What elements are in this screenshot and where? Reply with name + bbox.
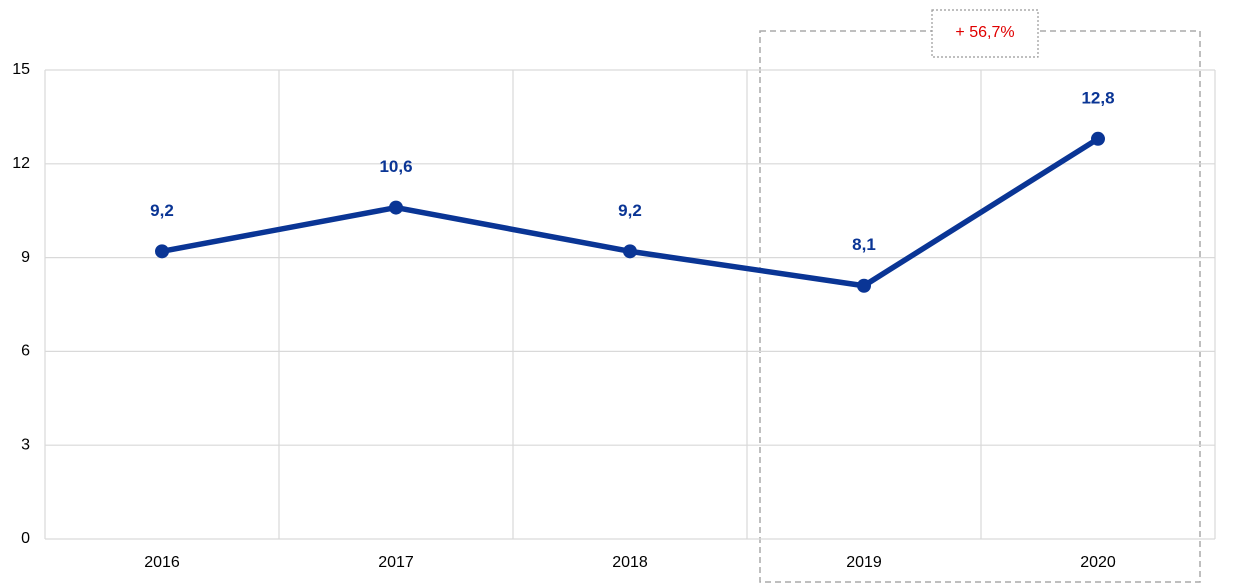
y-tick-label: 12 bbox=[12, 155, 30, 172]
value-label: 9,2 bbox=[150, 201, 174, 220]
point bbox=[857, 278, 871, 293]
point bbox=[389, 200, 403, 215]
value-label: 8,1 bbox=[852, 235, 876, 254]
annotation-box bbox=[931, 9, 1039, 58]
y-tick-label: 3 bbox=[21, 436, 30, 453]
x-tick-label: 2020 bbox=[1080, 554, 1116, 571]
x-tick-label: 2018 bbox=[612, 554, 648, 571]
value-label: 10,6 bbox=[379, 157, 412, 176]
y-tick-label: 0 bbox=[21, 530, 30, 547]
x-tick-label: 2019 bbox=[846, 554, 882, 571]
y-tick-label: 15 bbox=[12, 61, 30, 78]
x-tick-label: 2016 bbox=[144, 554, 180, 571]
value-label: 9,2 bbox=[618, 201, 642, 220]
point bbox=[1091, 131, 1105, 146]
x-tick-label: 2017 bbox=[378, 554, 414, 571]
highlight-box bbox=[759, 30, 1201, 583]
point bbox=[155, 244, 169, 259]
value-label: 12,8 bbox=[1081, 88, 1114, 107]
y-tick-label: 9 bbox=[21, 249, 30, 266]
y-tick-label: 6 bbox=[21, 343, 30, 360]
point bbox=[623, 244, 637, 259]
annotation: + 56,7% bbox=[955, 24, 1014, 41]
